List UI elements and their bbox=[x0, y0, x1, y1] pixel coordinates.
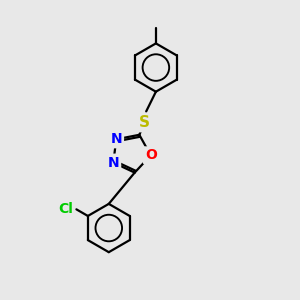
Text: S: S bbox=[139, 115, 150, 130]
Text: O: O bbox=[145, 148, 157, 162]
Text: Cl: Cl bbox=[58, 202, 73, 216]
Text: N: N bbox=[110, 132, 122, 146]
Text: N: N bbox=[107, 156, 119, 170]
